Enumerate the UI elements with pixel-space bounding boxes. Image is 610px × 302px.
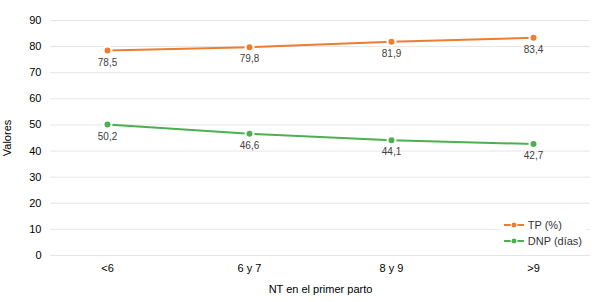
svg-text:46,6: 46,6 [240,140,260,151]
svg-text:NT en el primer parto: NT en el primer parto [269,283,373,295]
html-text:DNP (días): DNP (días) [527,235,582,247]
svg-text:42,7: 42,7 [524,150,544,161]
svg-text:10: 10 [29,223,41,235]
svg-text:Valores: Valores [1,119,13,156]
svg-text:44,1: 44,1 [382,146,402,157]
svg-text:90: 90 [29,14,41,26]
svg-text:70: 70 [29,66,41,78]
svg-text:80: 80 [29,40,41,52]
svg-text:81,9: 81,9 [382,48,402,59]
svg-text:0: 0 [35,249,41,261]
svg-text:<6: <6 [101,262,114,274]
svg-text:8 y 9: 8 y 9 [380,262,404,274]
svg-text:30: 30 [29,171,41,183]
svg-text:40: 40 [29,145,41,157]
html-text:TP (%): TP (%) [527,219,562,231]
svg-text:20: 20 [29,197,41,209]
svg-text:83,4: 83,4 [524,44,544,55]
svg-text:78,5: 78,5 [98,57,118,68]
svg-text:50,2: 50,2 [98,131,118,142]
svg-text:50: 50 [29,118,41,130]
svg-text:6 y 7: 6 y 7 [238,262,262,274]
svg-text:79,8: 79,8 [240,53,260,64]
svg-text:60: 60 [29,92,41,104]
svg-text:>9: >9 [527,262,540,274]
